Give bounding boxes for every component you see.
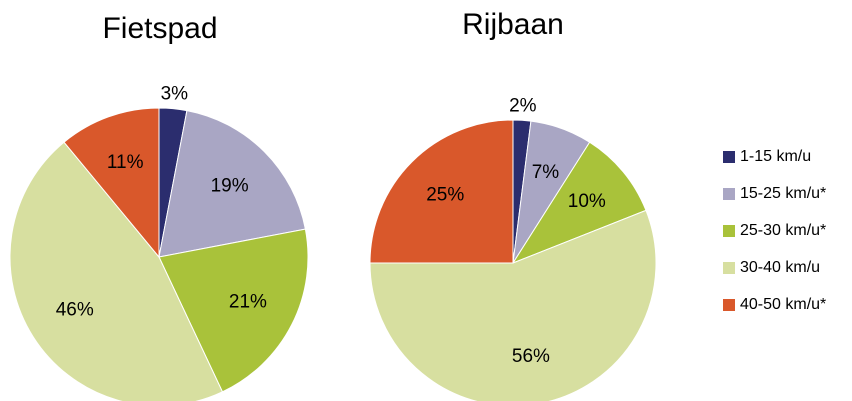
legend-swatch <box>723 225 735 237</box>
legend-swatch <box>723 188 735 200</box>
value-label: 3% <box>161 84 189 105</box>
legend-label: 40-50 km/u* <box>740 296 826 313</box>
pie-slice <box>369 119 514 264</box>
legend-swatch <box>723 262 735 274</box>
value-label: 10% <box>568 191 606 212</box>
value-label: 46% <box>56 300 94 321</box>
chart-title: Fietspad <box>102 12 217 45</box>
value-label: 56% <box>512 346 550 367</box>
legend-swatch <box>723 151 735 163</box>
legend-label: 25-30 km/u* <box>740 222 826 239</box>
value-label: 7% <box>532 162 560 183</box>
pie-slice <box>369 209 657 401</box>
value-label: 25% <box>426 184 464 205</box>
value-label: 11% <box>107 152 144 173</box>
pie-slice <box>63 107 160 259</box>
value-label: 19% <box>211 175 249 196</box>
pie-slice <box>511 141 647 265</box>
chart-title: Rijbaan <box>462 8 564 41</box>
legend-label: 1-15 km/u <box>740 148 811 165</box>
value-label: 2% <box>509 95 537 116</box>
legend-label: 30-40 km/u <box>740 259 820 276</box>
pie-slice <box>158 228 309 393</box>
pie-slice <box>9 141 224 401</box>
pie-slice <box>158 110 306 258</box>
value-label: 21% <box>229 291 267 312</box>
legend-swatch <box>723 299 735 311</box>
legend-label: 15-25 km/u* <box>740 185 826 202</box>
